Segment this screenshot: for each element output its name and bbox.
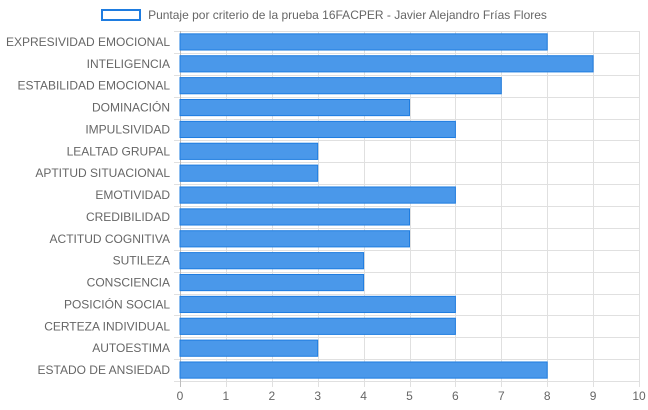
y-category-label: CONSCIENCIA [87,276,170,290]
y-category-label: EXPRESIVIDAD EMOCIONAL [6,35,170,49]
bar [179,186,456,204]
y-category-label: DOMINACIÓN [92,100,170,115]
x-tick-label: 4 [360,389,367,403]
x-tick-label: 5 [406,389,413,403]
y-category-label: IMPULSIVIDAD [85,122,170,136]
bar [179,273,365,292]
x-tick-label: 10 [632,389,646,403]
y-category-label: SUTILEZA [113,254,170,268]
y-category-label: CERTEZA INDIVIDUAL [44,319,170,333]
bar [179,339,319,357]
bar [179,317,456,335]
y-category-label: AUTOESTIMA [92,341,170,355]
y-category-label: EMOTIVIDAD [95,188,170,202]
x-tick-label: 9 [590,389,597,403]
y-category-label: LEALTAD GRUPAL [67,144,171,158]
y-category-label: ACTITUD COGNITIVA [50,232,170,246]
bar [179,120,456,139]
y-category-label: ESTABILIDAD EMOCIONAL [18,79,171,93]
y-category-label: APTITUD SITUACIONAL [35,166,170,180]
bar [179,55,594,73]
bar [179,33,548,51]
y-category-label: ESTADO DE ANSIEDAD [38,363,171,377]
legend-label: Puntaje por criterio de la prueba 16FACP… [148,8,547,22]
x-tick-label: 1 [223,389,230,403]
bar [179,295,456,314]
y-category-label: INTELIGENCIA [87,57,170,71]
legend-swatch [101,9,142,21]
bar [179,77,502,95]
bar [179,208,410,226]
chart-legend[interactable]: Puntaje por criterio de la prueba 16FACP… [0,6,648,24]
x-tick-label: 8 [544,389,551,403]
bar [179,230,410,248]
y-category-label: POSICIÓN SOCIAL [64,296,170,311]
bar [179,142,319,160]
bar [179,164,319,182]
x-tick-label: 7 [498,389,505,403]
x-tick-label: 3 [314,389,321,403]
x-tick-label: 0 [177,389,184,403]
bar [179,98,410,117]
bar [179,252,365,270]
x-tick-label: 2 [268,389,275,403]
bar [179,361,548,379]
x-tick-label: 6 [452,389,459,403]
y-category-label: CREDIBILIDAD [86,210,170,224]
